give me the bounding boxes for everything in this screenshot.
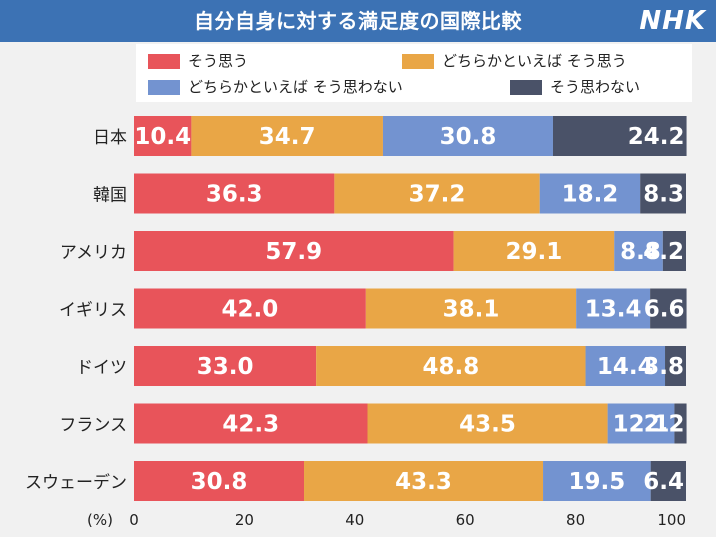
bar-segment <box>662 231 686 271</box>
bar-segment <box>382 116 553 156</box>
category-label: 韓国 <box>93 186 127 206</box>
bar-segment <box>614 231 663 271</box>
chart-title: 自分自身に対する満足度の国際比較 <box>194 9 522 33</box>
data-label: 14.4 <box>597 354 654 380</box>
data-label: 8.8 <box>620 239 661 265</box>
category-label: ドイツ <box>76 358 127 378</box>
legend-item-disagree: そう思わない <box>510 76 690 98</box>
legend-label-agree: そう思う <box>188 52 249 70</box>
bar-segment <box>134 461 305 501</box>
data-label: 13.4 <box>585 297 642 323</box>
legend-item-agree: そう思う <box>148 50 378 72</box>
x-tick-label: 80 <box>566 511 585 529</box>
category-label: アメリカ <box>60 243 127 263</box>
data-label: 19.5 <box>568 469 625 495</box>
bar-segment <box>640 173 686 214</box>
data-label: 2.2 <box>644 412 685 438</box>
category-label: フランス <box>59 416 127 436</box>
legend-label-disagree: そう思わない <box>550 78 641 96</box>
bar-segment <box>134 173 335 214</box>
bar-segment <box>304 461 544 501</box>
category-label: イギリス <box>59 301 127 321</box>
bar-segment <box>607 403 675 444</box>
data-label: 34.7 <box>259 124 316 150</box>
x-axis-unit-label: (%) <box>87 511 113 529</box>
bar-segment <box>316 346 586 386</box>
data-label: 6.4 <box>643 469 684 495</box>
bar-segment <box>674 403 687 444</box>
bar-segment <box>453 231 615 271</box>
data-label: 30.8 <box>440 124 497 150</box>
bar-segment <box>576 288 651 329</box>
data-label: 4.2 <box>643 239 684 265</box>
data-label: 10.4 <box>134 124 191 150</box>
data-label: 33.0 <box>197 354 254 380</box>
x-tick-label: 20 <box>235 511 254 529</box>
bar-segment <box>367 403 608 444</box>
bar-segment <box>334 173 540 214</box>
nhk-logo: NHK <box>639 6 706 36</box>
data-label: 43.5 <box>459 412 516 438</box>
data-label: 42.3 <box>222 412 279 438</box>
data-label: 12.1 <box>613 412 670 438</box>
bar-segment <box>665 346 686 386</box>
x-tick-label: 60 <box>456 511 475 529</box>
data-label: 57.9 <box>265 239 322 265</box>
bar-segment <box>365 288 577 329</box>
legend-swatch-somewhat-disagree <box>148 80 180 95</box>
legend-item-somewhat-agree: どちらかといえば そう思う <box>402 50 692 72</box>
bar-segment <box>552 116 687 156</box>
legend-swatch-somewhat-agree <box>402 54 434 69</box>
data-label: 8.3 <box>643 182 684 208</box>
data-label: 48.8 <box>422 354 479 380</box>
data-label: 38.1 <box>443 297 500 323</box>
legend-item-somewhat-disagree: どちらかといえば そう思わない <box>148 76 478 98</box>
bar-segment <box>539 173 641 214</box>
bar-segment <box>134 288 366 329</box>
data-label: 29.1 <box>506 239 563 265</box>
data-label: 36.3 <box>206 182 263 208</box>
data-label: 24.2 <box>628 124 685 150</box>
category-label: 日本 <box>93 128 127 148</box>
bar-segment <box>650 288 687 329</box>
data-label: 18.2 <box>562 182 619 208</box>
bar-segment <box>134 346 317 386</box>
x-tick-label: 100 <box>657 511 686 529</box>
bar-segment <box>134 231 454 271</box>
x-tick-label: 40 <box>345 511 364 529</box>
data-label: 6.6 <box>644 297 685 323</box>
bar-segment <box>543 461 651 501</box>
data-label: 37.2 <box>409 182 466 208</box>
legend-swatch-disagree <box>510 80 542 95</box>
x-tick-label: 0 <box>129 511 139 529</box>
bar-segment <box>650 461 686 501</box>
legend-swatch-agree <box>148 54 180 69</box>
bar-segment <box>134 116 192 156</box>
bar-segment <box>585 346 666 386</box>
legend: そう思う どちらかといえば そう思う どちらかといえば そう思わない そう思わな… <box>136 44 692 102</box>
category-label: スウェーデン <box>25 472 127 493</box>
data-label: 43.3 <box>395 469 452 495</box>
data-label: 3.8 <box>643 354 684 380</box>
bar-segment <box>134 403 368 444</box>
legend-label-somewhat-agree: どちらかといえば そう思う <box>442 52 627 70</box>
legend-label-somewhat-disagree: どちらかといえば そう思わない <box>188 78 403 96</box>
data-label: 30.8 <box>191 469 248 495</box>
data-label: 42.0 <box>222 297 279 323</box>
bar-segment <box>191 116 383 156</box>
header-bar: 自分自身に対する満足度の国際比較 NHK <box>0 0 716 42</box>
